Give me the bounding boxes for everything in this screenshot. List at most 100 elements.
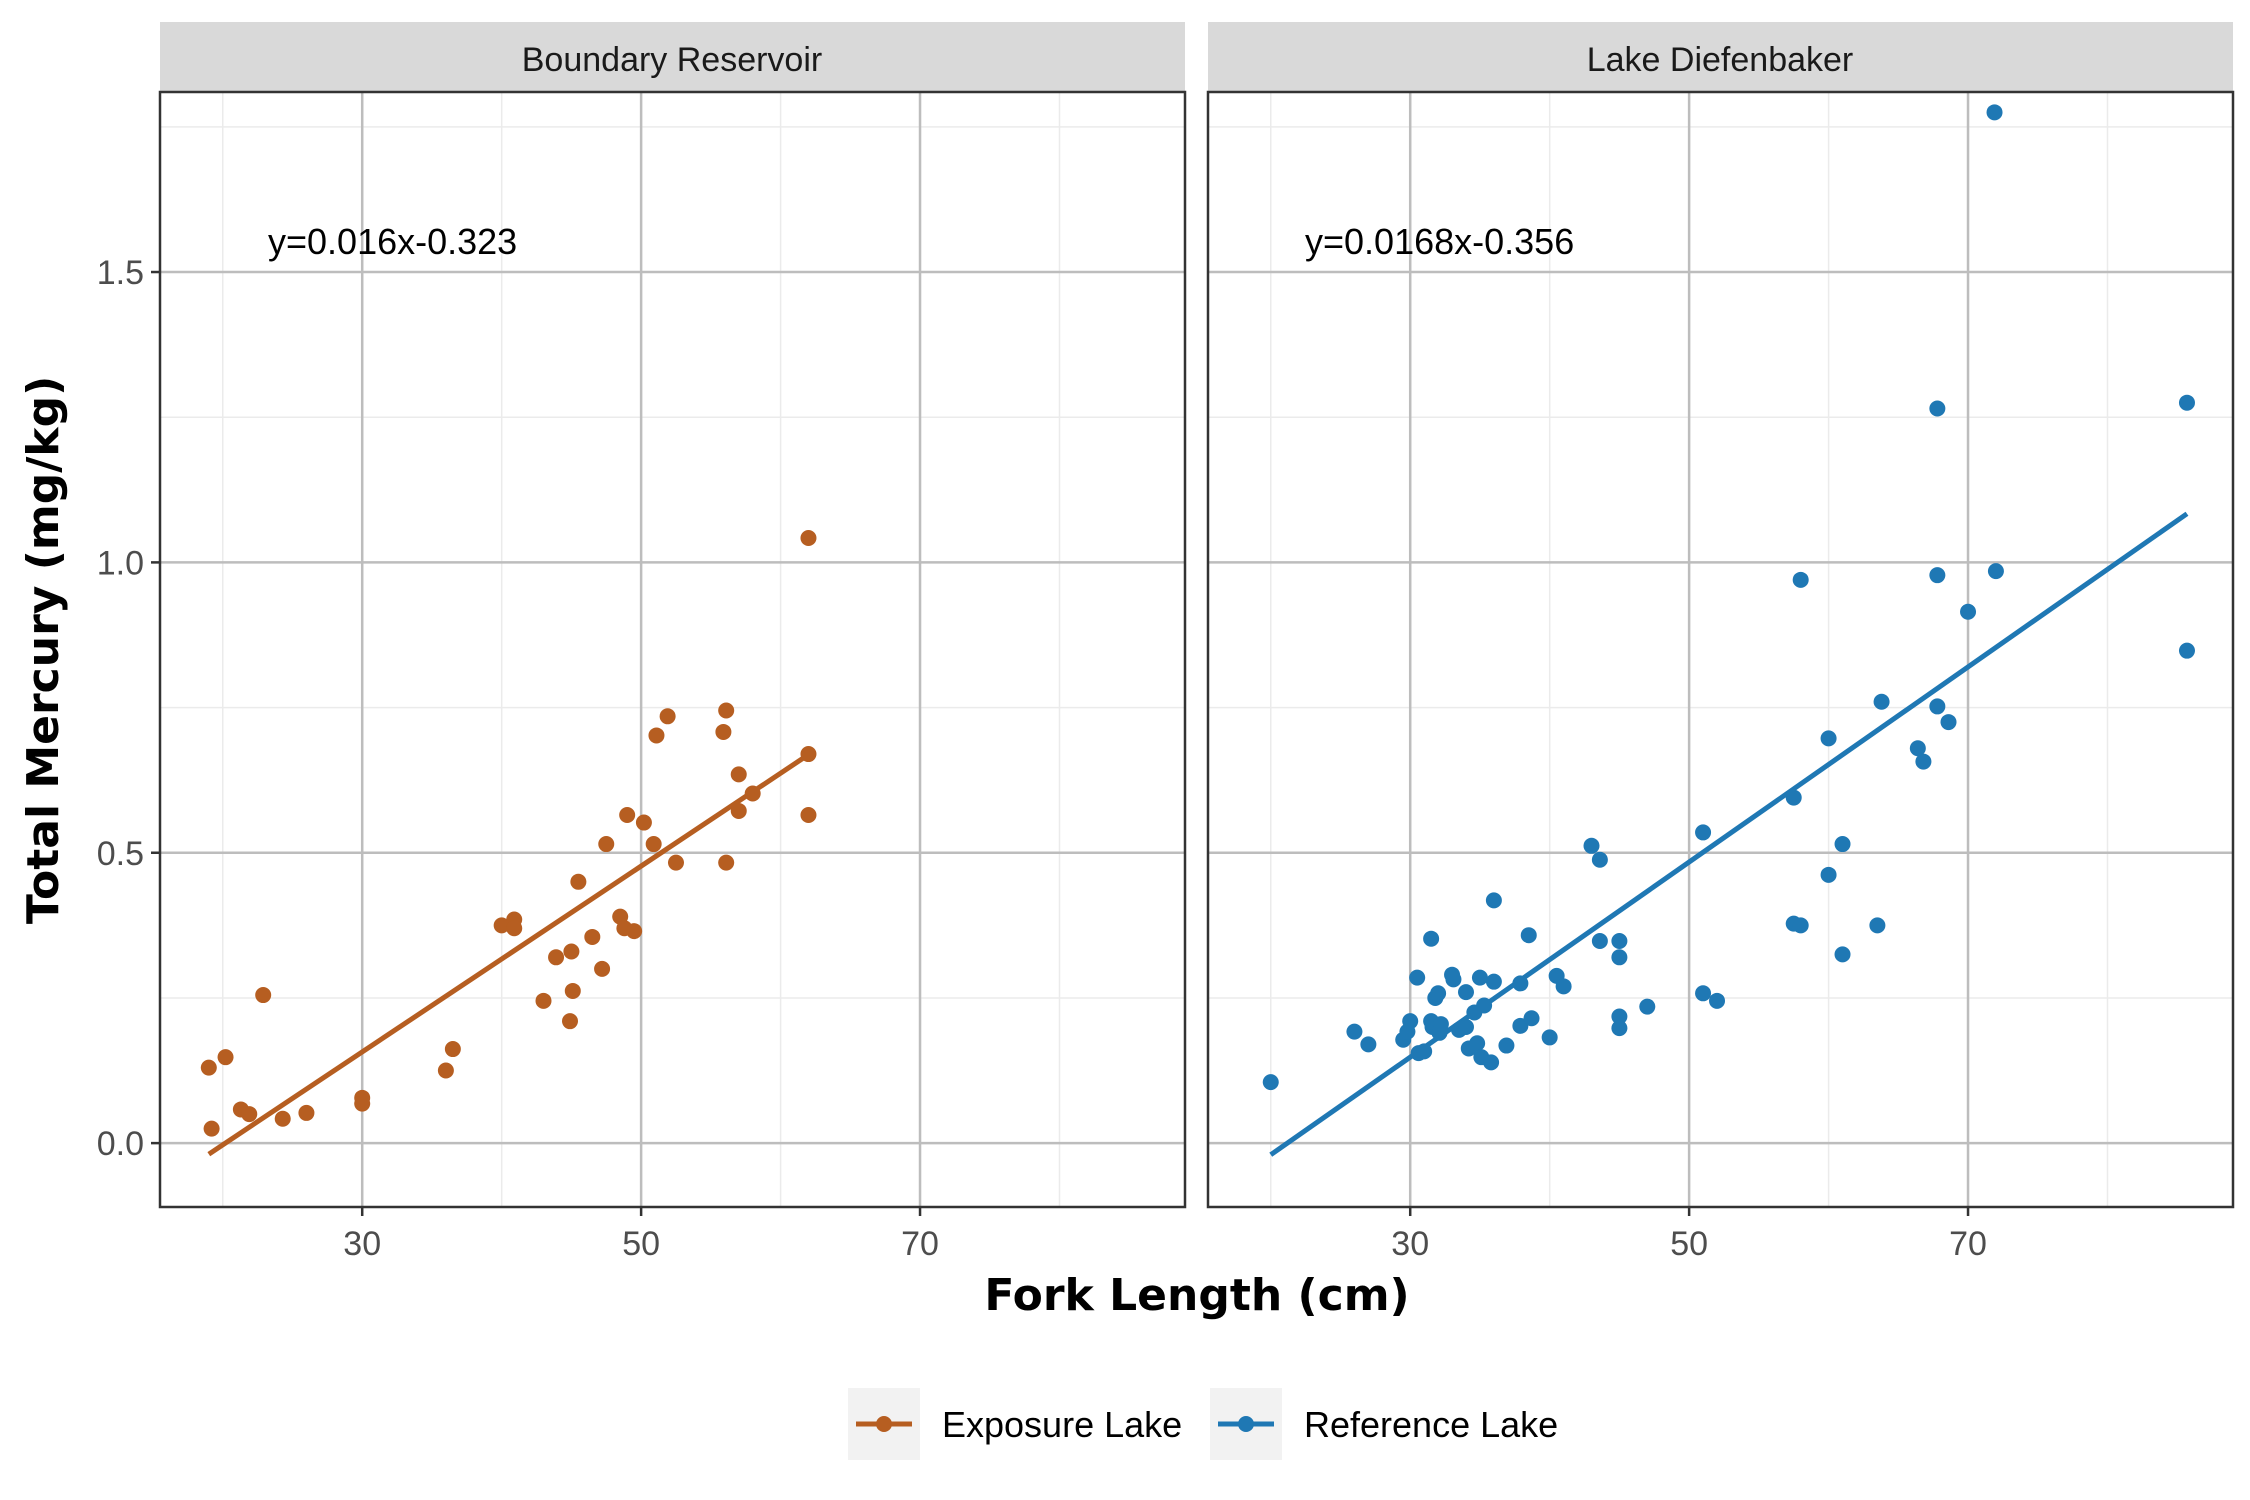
data-point [1457,1018,1474,1035]
data-point [584,928,601,945]
regression-equation: y=0.016x-0.323 [268,221,517,262]
data-point [619,807,636,824]
data-point [1498,1037,1515,1054]
data-point [570,873,587,890]
data-point [1523,1010,1540,1027]
data-point [1402,1013,1419,1030]
data-point [274,1110,291,1127]
data-point [1834,946,1851,963]
data-point [1432,1016,1449,1033]
data-point [535,992,552,1009]
data-point [800,530,817,546]
data-point [200,1059,217,1076]
data-point [1873,693,1890,710]
data-point [718,854,735,871]
strip-label-boundary-reservoir: Boundary Reservoir [522,41,822,79]
fit-line-layer [1269,511,2189,1157]
data-point [718,702,735,719]
data-point [563,943,580,960]
data-point [645,836,662,853]
panel-border [158,90,1187,1209]
data-point [800,746,817,763]
data-point [548,949,565,966]
data-point [241,1106,258,1123]
data-point [1834,836,1851,853]
data-point [744,785,761,802]
data-point [1611,949,1628,966]
data-point [1987,563,2004,580]
x-axis-ticks: 30 50 70 [343,1207,939,1263]
data-point [1423,930,1440,947]
data-point [255,987,272,1004]
strip-label-lake-diefenbaker: Lake Diefenbaker [1587,41,1854,79]
data-point [1430,985,1447,1002]
data-point [1485,973,1502,990]
data-point [444,1041,461,1058]
data-point [1611,933,1628,950]
data-point [1591,851,1608,868]
data-point [1709,992,1726,1009]
data-point [1262,1074,1279,1091]
data-point [1471,969,1488,986]
legend-key-point [876,1416,892,1432]
data-point [217,1049,234,1066]
y-tick-label: 1.0 [97,544,144,582]
data-point [730,766,747,783]
panel-lake-diefenbaker: Lake Diefenbaker y=0.0168x-0.356 30 50 70 [1206,22,2235,1263]
strip-background [1208,22,2233,92]
legend: Exposure Lake Reference Lake [848,1388,1558,1460]
data-point [203,1120,220,1137]
data-point [1611,1008,1628,1025]
data-point [598,836,615,853]
data-point [437,1062,454,1079]
data-points [1262,104,2195,1091]
data-point [1476,997,1493,1014]
regression-line [1269,511,2189,1157]
data-point [626,923,643,940]
x-tick-label: 70 [901,1225,939,1263]
data-point [1555,978,1572,995]
data-point [1820,730,1837,747]
data-point [1346,1023,1363,1040]
data-point [1409,969,1426,986]
data-point [1792,571,1809,588]
regression-line [207,752,810,1157]
y-tick-label: 0.0 [97,1125,144,1163]
data-point [1520,927,1537,944]
x-tick-label: 50 [622,1225,660,1263]
grid-lines [1208,92,2233,1207]
data-point [1457,984,1474,1001]
data-point [1960,603,1977,620]
data-point [800,807,817,824]
data-point [298,1104,315,1121]
data-point [1929,400,1946,417]
data-point [1512,975,1529,992]
data-point [562,1013,578,1030]
data-point [564,982,581,999]
data-point [1591,933,1608,950]
x-axis-ticks: 30 50 70 [1391,1207,1987,1263]
data-point [493,917,510,934]
panel-boundary-reservoir: Boundary Reservoir y=0.016x-0.323 30 50 70 [158,22,1187,1263]
data-point [1695,824,1712,841]
data-point [1792,917,1809,934]
grid-lines [160,92,1185,1207]
data-point [1820,866,1837,883]
data-point [1445,971,1462,988]
data-point [1611,1020,1628,1037]
regression-equation: y=0.0168x-0.356 [1305,221,1574,262]
data-points [200,530,817,1137]
data-point [659,708,676,725]
x-tick-label: 70 [1949,1225,1987,1263]
legend-key-point [1238,1416,1254,1432]
y-tick-label: 0.5 [97,835,144,873]
data-point [648,727,665,744]
data-point [2178,394,2195,411]
data-point [1986,104,2003,121]
y-axis-ticks: 0.0 0.5 1.0 1.5 [97,254,160,1163]
data-point [1541,1029,1558,1046]
data-point [635,814,652,831]
data-point [2178,642,2195,659]
x-tick-label: 30 [343,1225,381,1263]
data-point [1583,837,1600,854]
